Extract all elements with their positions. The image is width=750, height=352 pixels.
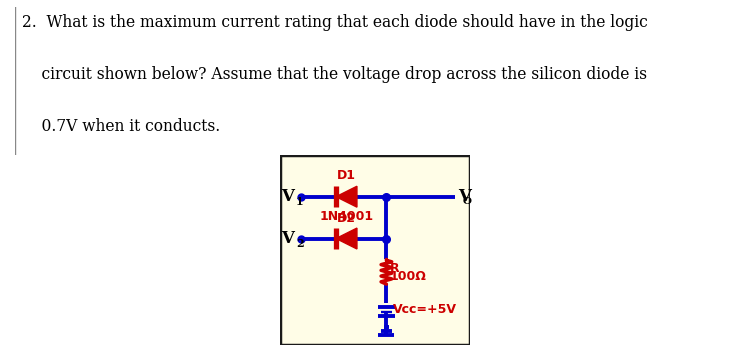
Polygon shape (336, 186, 357, 207)
Text: O: O (463, 197, 472, 206)
Text: Vcc=+5V: Vcc=+5V (393, 303, 457, 316)
Text: D2: D2 (337, 212, 356, 225)
Text: V: V (458, 188, 470, 205)
Text: V: V (281, 188, 294, 205)
Text: R: R (390, 263, 400, 275)
Text: D1: D1 (337, 169, 356, 182)
Text: V: V (281, 230, 294, 247)
Text: 1: 1 (296, 196, 304, 207)
Text: 0.7V when it conducts.: 0.7V when it conducts. (22, 118, 220, 135)
Text: 1N4001: 1N4001 (320, 210, 374, 222)
Polygon shape (336, 228, 357, 249)
Text: 2.  What is the maximum current rating that each diode should have in the logic: 2. What is the maximum current rating th… (22, 14, 648, 31)
Text: 2: 2 (296, 238, 304, 249)
Text: 100Ω: 100Ω (390, 270, 427, 283)
Text: circuit shown below? Assume that the voltage drop across the silicon diode is: circuit shown below? Assume that the vol… (22, 66, 647, 83)
